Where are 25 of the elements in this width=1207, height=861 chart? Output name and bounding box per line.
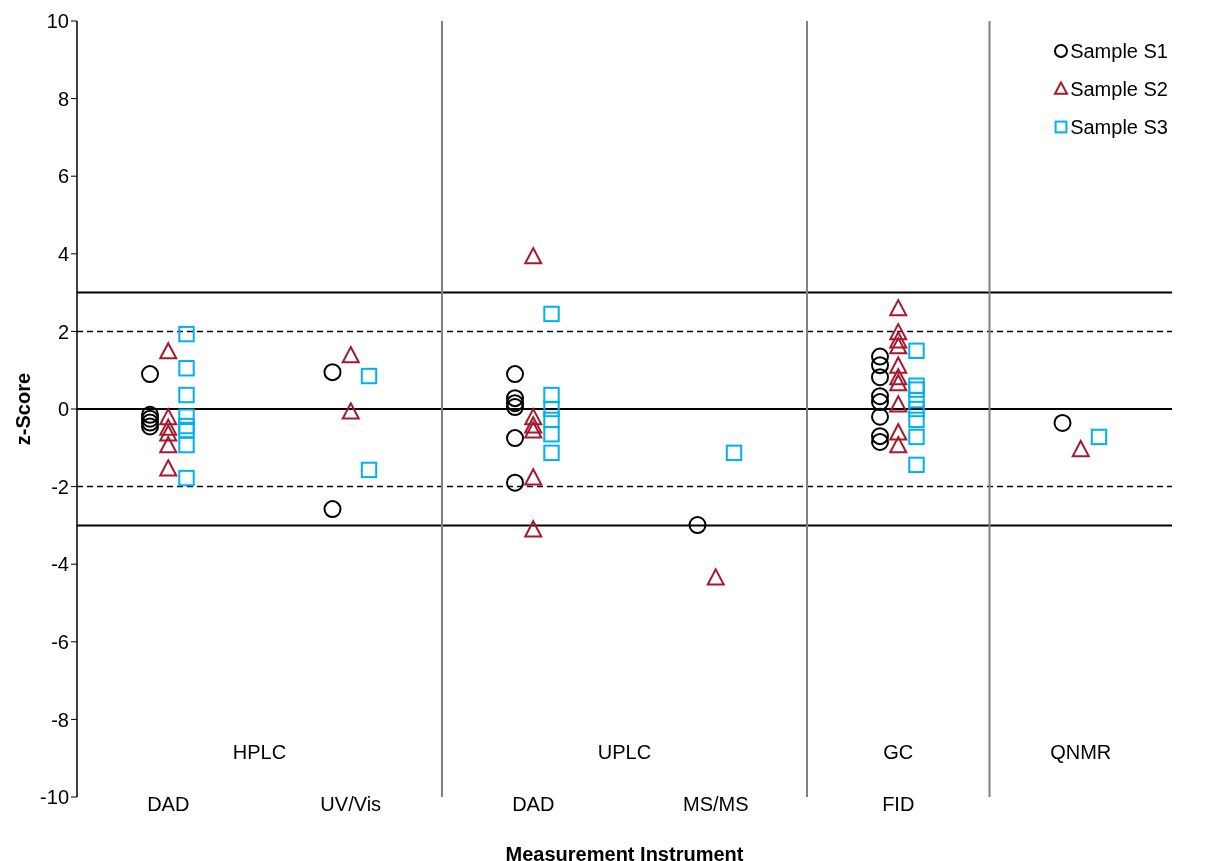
y-tick-label: -10 (40, 786, 69, 809)
y-tick-label: -6 (51, 630, 69, 653)
y-tick-label: 6 (57, 165, 69, 188)
annotation: GC (883, 741, 914, 763)
annotation: UPLC (597, 741, 652, 763)
y-tick-label: 2 (57, 320, 69, 343)
legend-label: Sample S3 (1070, 115, 1168, 140)
x-tick-label: FID (882, 793, 915, 816)
y-tick-label: -2 (51, 475, 69, 498)
annotation: QNMR (1050, 741, 1112, 763)
y-tick-label: 4 (57, 242, 69, 265)
y-axis-title: z-Score (12, 372, 35, 446)
y-tick-label: -8 (51, 708, 69, 731)
x-tick-label: UV/Vis (320, 793, 382, 816)
x-tick-label: DAD (512, 793, 555, 816)
y-tick-label: 0 (57, 398, 69, 421)
x-tick-label: MS/MS (682, 793, 749, 816)
x-axis-title: Measurement Instrument (505, 843, 744, 861)
y-tick-label: -4 (51, 553, 69, 576)
annotation: HPLC (232, 741, 287, 763)
legend-label: Sample S2 (1070, 77, 1168, 102)
y-tick-label: 8 (57, 87, 69, 110)
legend-label: Sample S1 (1070, 39, 1168, 64)
x-tick-label: DAD (147, 793, 190, 816)
y-tick-label: 10 (46, 10, 69, 33)
